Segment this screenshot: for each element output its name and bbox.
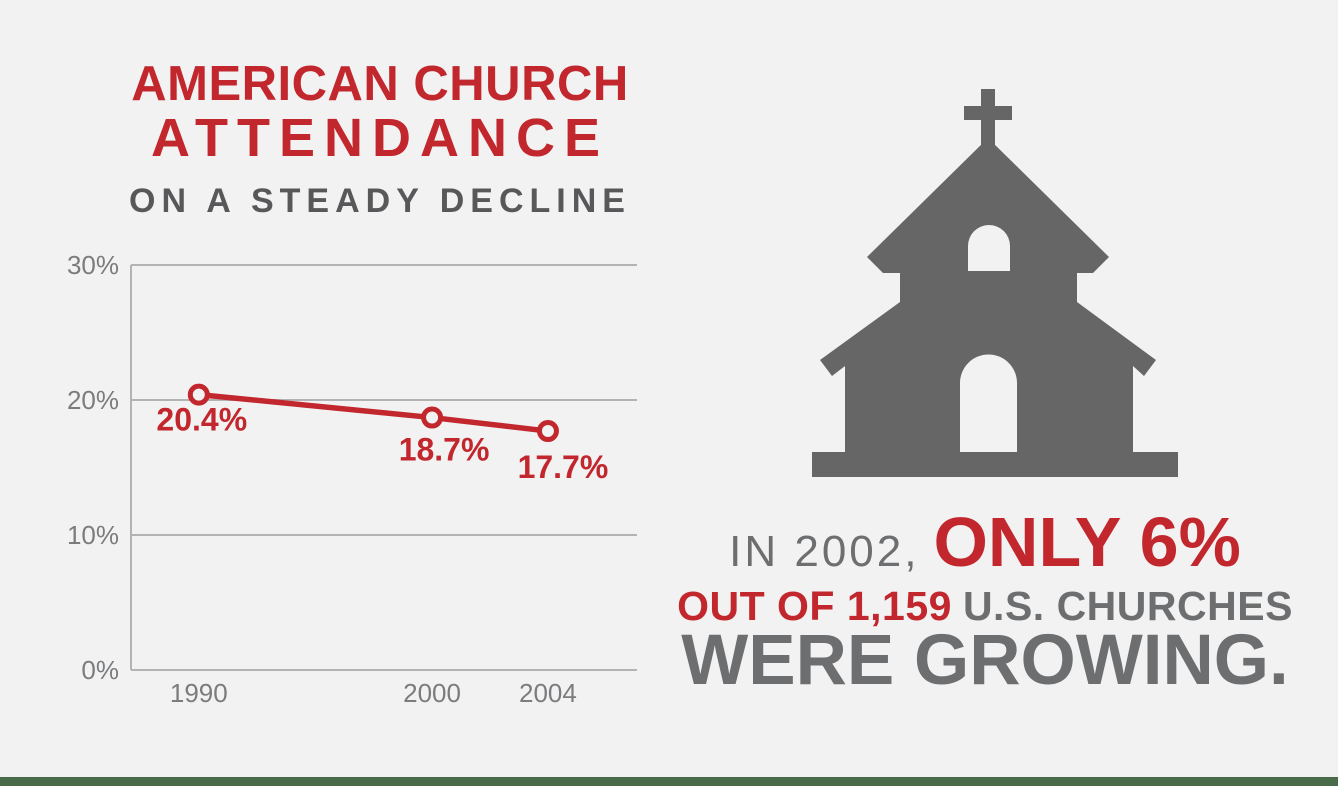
steeple-window: [968, 225, 1010, 271]
data-point-2000: [421, 406, 444, 429]
fact-count-text: OUT OF 1,159: [677, 583, 952, 629]
x-tick-label-2004: 2004: [519, 678, 577, 708]
x-tick-label-2000: 2000: [403, 678, 461, 708]
data-label-2000: 18.7%: [399, 432, 490, 468]
page-subtitle: ON A STEADY DECLINE: [129, 182, 631, 220]
fact-intro-text: IN 2002,: [729, 527, 920, 576]
y-tick-label: 30%: [67, 250, 119, 280]
fact-highlight-text: ONLY 6%: [933, 503, 1241, 581]
x-tick-label-1990: 1990: [170, 678, 228, 708]
data-point-1990: [187, 383, 210, 406]
fact-line1: IN 2002, ONLY 6%: [640, 507, 1330, 587]
footer-accent-bar: [0, 777, 1338, 786]
fact-churches-text: U.S. CHURCHES: [962, 583, 1293, 629]
cross-horizontal-bar: [964, 106, 1012, 120]
data-point-2004: [536, 420, 559, 443]
fact-block: IN 2002, ONLY 6% OUT OF 1,159 U.S. CHURCHE…: [640, 0, 1330, 786]
page-title-line2: ATTENDANCE: [151, 108, 609, 168]
steeple-roof: [867, 138, 1109, 273]
y-tick-label: 10%: [67, 520, 119, 550]
church-icon-svg: [812, 89, 1178, 477]
title-block: AMERICAN CHURCH ATTENDANCE ON A STEADY D…: [55, 58, 705, 221]
chart-svg: 0% 10% 20% 30% 1990 2000 2004 20.4% 18.7% 17.7%: [67, 250, 637, 708]
y-tick-label: 20%: [67, 385, 119, 415]
church-door: [960, 354, 1017, 452]
data-label-2004: 17.7%: [518, 449, 609, 485]
fact-line3: WERE GROWING.: [681, 621, 1289, 700]
y-tick-label: 0%: [81, 655, 119, 685]
page-title-line1: AMERICAN CHURCH: [131, 57, 629, 111]
church-icon: [805, 85, 1185, 480]
data-label-1990: 20.4%: [156, 402, 247, 438]
fact-line2: OUT OF 1,159 U.S. CHURCHES: [640, 586, 1330, 627]
attendance-line-chart: 0% 10% 20% 30% 1990 2000 2004 20.4% 18.7% 17.7%: [60, 250, 660, 730]
